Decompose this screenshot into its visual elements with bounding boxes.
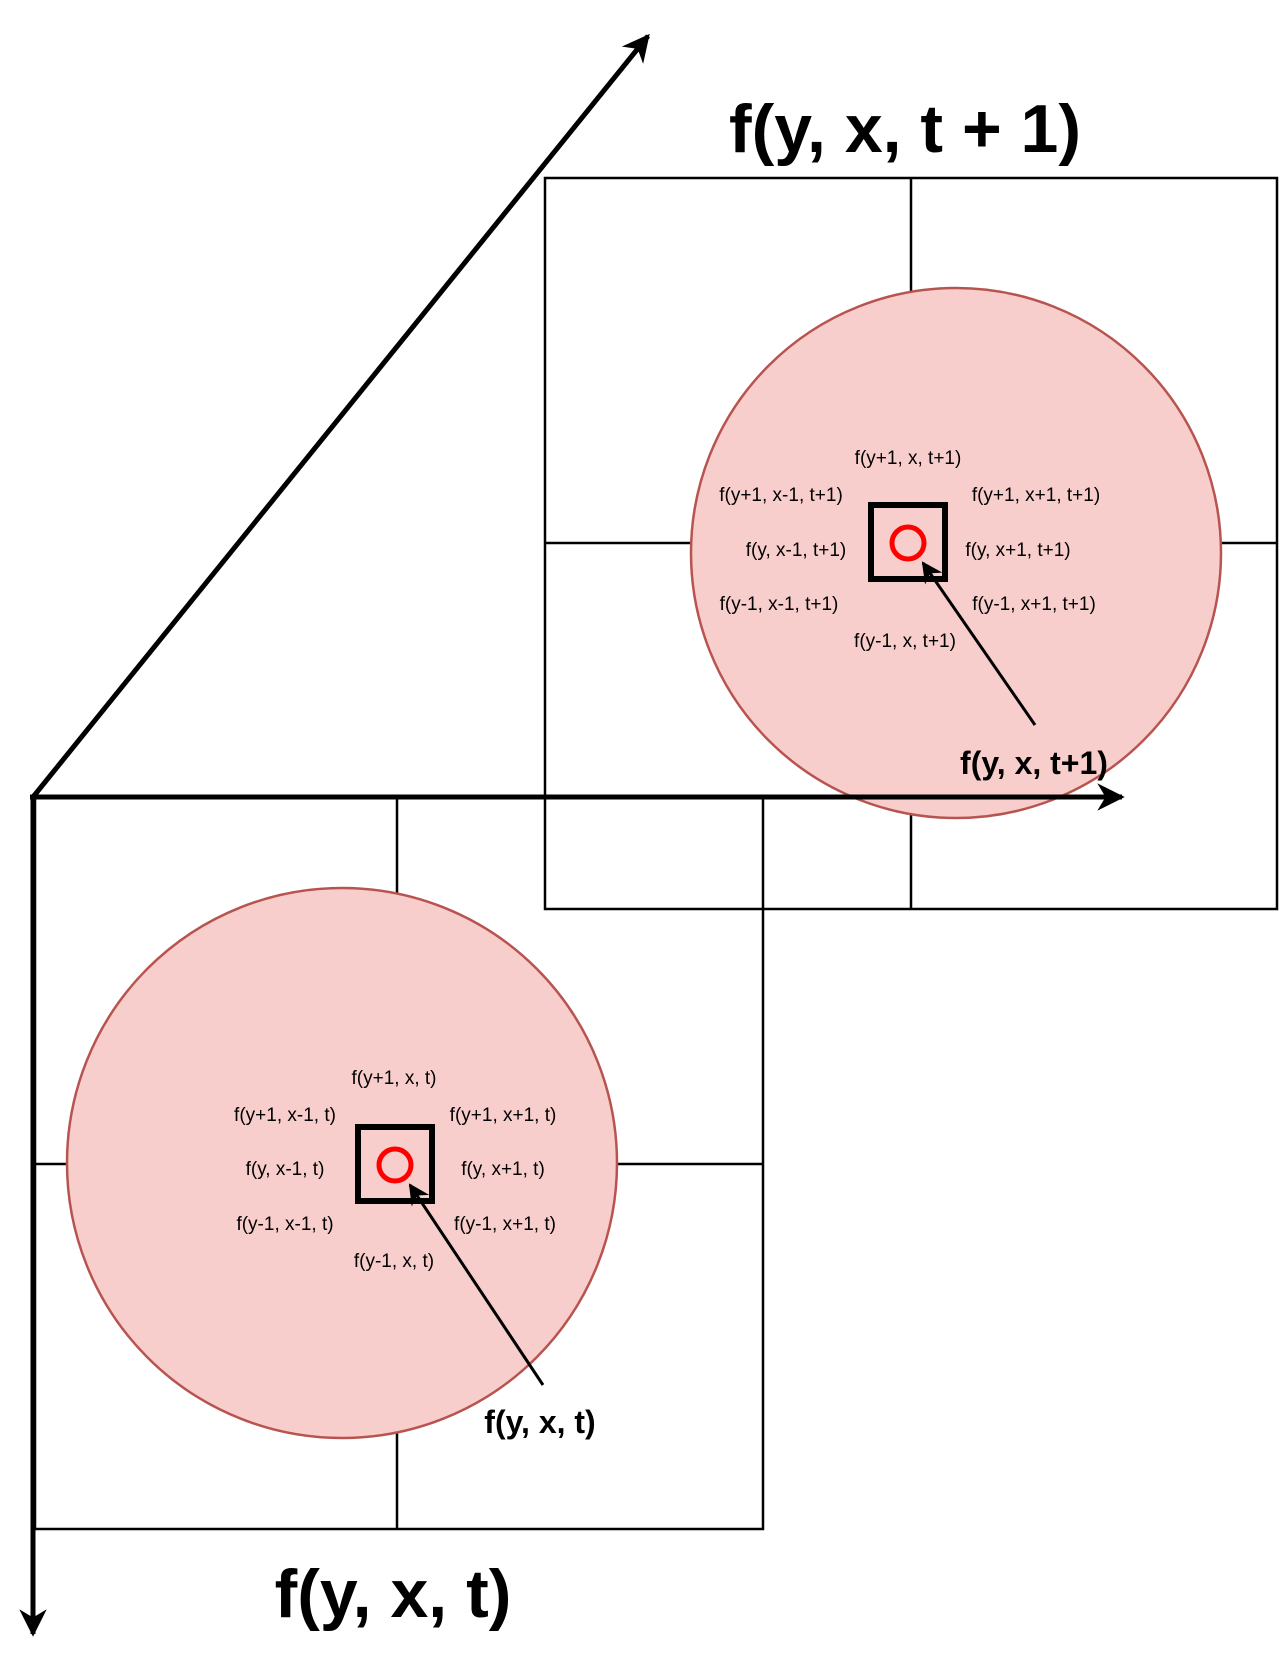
- frame-t-plus-1-neighbor-bottom-left: f(y-1, x-1, t+1): [720, 594, 839, 615]
- frame-t-plus-1: f(y+1, x, t+1) f(y+1, x-1, t+1) f(y+1, x…: [543, 176, 1279, 911]
- frame-t-center-marker: [376, 1146, 414, 1184]
- frame-t-plus-1-neighborhood-disc: [689, 286, 1223, 820]
- frame-t-plus-1-neighbor-top-left: f(y+1, x-1, t+1): [719, 485, 843, 506]
- frame-t: f(y+1, x, t) f(y+1, x-1, t) f(y+1, x+1, …: [33, 796, 765, 1531]
- frame-t-center-label: f(y, x, t): [484, 1404, 595, 1440]
- frame-t-plus-1-neighbor-top: f(y+1, x, t+1): [855, 448, 962, 469]
- frame-t-title: f(y, x, t): [275, 1556, 512, 1632]
- frame-t-plus-1-center-label: f(y, x, t+1): [960, 745, 1108, 781]
- frame-t-plus-1-title: f(y, x, t + 1): [729, 91, 1081, 167]
- frame-t-neighbor-top-left: f(y+1, x-1, t): [234, 1105, 336, 1126]
- frame-t-neighbor-left: f(y, x-1, t): [246, 1159, 325, 1180]
- frame-t-pointer-arrow: [408, 1183, 545, 1386]
- frame-t-center-box: [355, 1124, 435, 1204]
- frame-t-plus-1-center-marker: [889, 524, 927, 562]
- frame-t-plus-1-center-box: [868, 502, 948, 582]
- frame-t-neighbor-bottom-left: f(y-1, x-1, t): [236, 1214, 333, 1235]
- frame-t-neighbor-top-right: f(y+1, x+1, t): [450, 1105, 557, 1126]
- frame-t-plus-1-neighbor-bottom: f(y-1, x, t+1): [854, 631, 956, 652]
- frame-t-neighbor-right: f(y, x+1, t): [461, 1159, 545, 1180]
- frame-t-neighbor-top: f(y+1, x, t): [352, 1068, 437, 1089]
- frame-t-neighborhood-disc: [65, 886, 619, 1440]
- frame-t-plus-1-pointer-arrow: [921, 561, 1037, 726]
- frame-t-neighbor-bottom: f(y-1, x, t): [354, 1251, 434, 1272]
- frame-t-neighbor-bottom-right: f(y-1, x+1, t): [454, 1214, 556, 1235]
- frame-t-plus-1-neighbor-top-right: f(y+1, x+1, t+1): [972, 485, 1100, 506]
- time-axis-arrow: [31, 33, 650, 799]
- frame-t-plus-1-neighbor-left: f(y, x-1, t+1): [746, 540, 846, 561]
- frame-t-plus-1-neighbor-right: f(y, x+1, t+1): [965, 540, 1070, 561]
- frame-t-plus-1-neighbor-bottom-right: f(y-1, x+1, t+1): [972, 594, 1096, 615]
